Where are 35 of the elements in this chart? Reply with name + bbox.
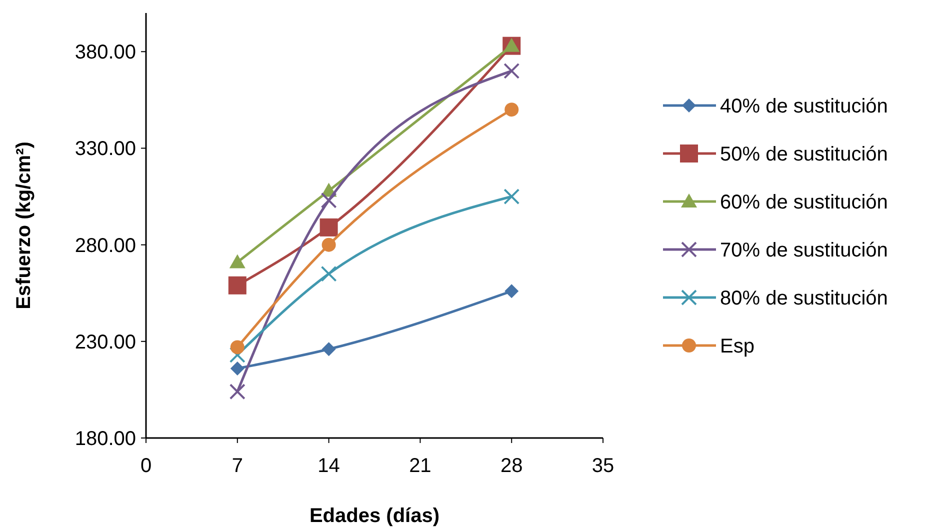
point [229, 346, 246, 363]
legend-label: 70% de sustitución [720, 240, 888, 262]
point [229, 254, 246, 268]
point [504, 188, 520, 205]
y-tick-label: 330.00 [74, 138, 136, 160]
point [504, 38, 520, 52]
point [229, 384, 246, 400]
x-tick-label: 7 [232, 455, 243, 477]
y-tick-label: 280.00 [74, 234, 136, 257]
x-tick-label: 35 [592, 455, 614, 477]
point [504, 62, 520, 79]
legend-label: 40% de sustitución [720, 96, 888, 118]
legend-label: 50% de sustitución [720, 144, 888, 166]
y-axis-title: Esfuerzo (kg/cm²) [13, 142, 35, 310]
point [230, 340, 244, 354]
point [320, 266, 337, 282]
x-tick-label: 28 [500, 455, 523, 477]
y-tick-label: 380.00 [74, 42, 136, 64]
point [322, 238, 336, 252]
x-tick-label: 14 [318, 455, 340, 477]
legend-label: 80% de sustitución [720, 288, 888, 310]
x-axis-title: Edades (días) [309, 505, 440, 527]
point [504, 102, 519, 117]
point [230, 361, 244, 376]
point [504, 284, 519, 298]
x-tick-label: 21 [409, 455, 432, 477]
point [228, 276, 246, 294]
x-tick-label: 0 [140, 455, 152, 477]
legend-label: 60% de sustitución [720, 192, 888, 214]
point [320, 218, 338, 236]
point [322, 342, 336, 356]
legend-label: Esp [720, 336, 754, 358]
point [320, 192, 337, 208]
y-tick-label: 230.00 [74, 331, 136, 354]
y-tick-label: 180.00 [74, 428, 136, 450]
